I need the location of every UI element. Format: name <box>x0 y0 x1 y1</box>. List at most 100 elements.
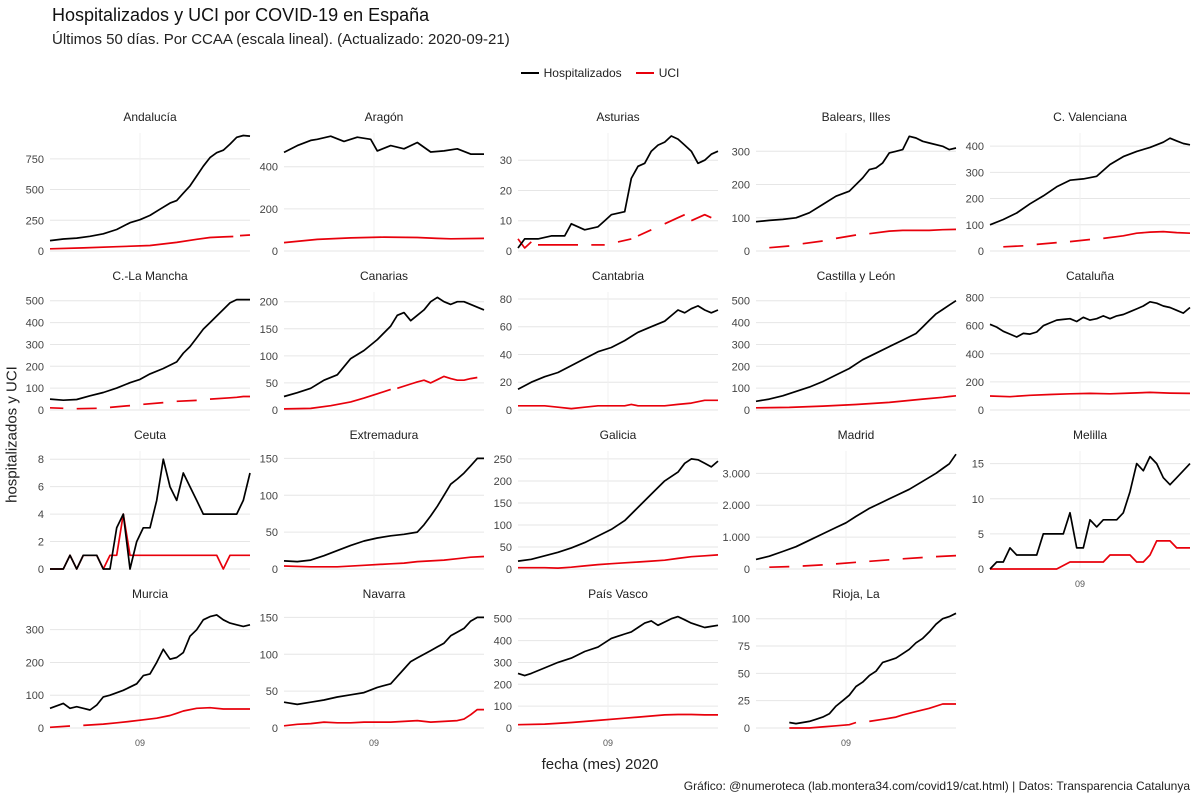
legend-swatch-uci <box>635 72 654 74</box>
y-tick-label: 500 <box>494 614 512 626</box>
y-tick-label: 2 <box>38 537 44 549</box>
panel-title: Asturias <box>596 110 639 124</box>
y-tick-label: 200 <box>966 194 984 206</box>
series-line-hospitalizados <box>283 616 484 706</box>
panel-catalu-a: Cataluña 0 200 400 600 800 <box>966 269 1191 417</box>
y-tick-label: 0 <box>506 723 512 735</box>
panel-melilla: Melilla 0 5 10 15 09 <box>972 428 1191 589</box>
y-tick-label: 400 <box>26 318 44 330</box>
panel-arag-n: Aragón 0 200 400 <box>260 110 485 258</box>
y-axis-label: hospitalizados y UCI <box>3 366 21 503</box>
legend-label-hospitalizados: Hospitalizados <box>543 66 622 80</box>
series-line-uci <box>769 245 790 249</box>
panel-title: Extremadura <box>350 428 419 442</box>
series-line-hospitalizados <box>517 305 719 390</box>
series-line-uci <box>518 554 719 569</box>
panel-andaluc-a: Andalucía 0 250 500 750 <box>26 110 251 258</box>
panel-murcia: Murcia 0 100 200 300 09 <box>26 587 251 748</box>
y-tick-label: 100 <box>260 490 278 502</box>
panel-title: Canarias <box>360 269 408 283</box>
y-tick-label: 750 <box>26 154 44 166</box>
y-tick-label: 300 <box>732 339 750 351</box>
series-line-hospitalizados <box>49 298 250 402</box>
y-tick-label: 10 <box>972 494 984 506</box>
y-tick-label: 0 <box>272 723 278 735</box>
y-tick-label: 400 <box>494 636 512 648</box>
panel-c-valenciana: C. Valenciana 0 100 200 300 400 <box>966 110 1191 258</box>
y-tick-label: 0 <box>272 564 278 576</box>
y-tick-label: 0 <box>506 564 512 576</box>
series-line-uci <box>283 555 485 568</box>
y-tick-label: 100 <box>732 383 750 395</box>
y-tick-label: 20 <box>500 377 512 389</box>
y-tick-label: 100 <box>494 701 512 713</box>
y-tick-label: 2.000 <box>722 500 750 512</box>
y-tick-label: 0 <box>744 405 750 417</box>
panel-title: País Vasco <box>588 587 648 601</box>
series-line-uci <box>802 564 823 567</box>
series-line-hospitalizados <box>989 455 1191 570</box>
y-tick-label: 0 <box>38 246 44 258</box>
series-line-uci <box>637 229 652 237</box>
chart-caption: Gráfico: @numeroteca (lab.montera34.com/… <box>683 779 1190 793</box>
y-tick-label: 100 <box>966 220 984 232</box>
series-line-uci <box>83 706 250 727</box>
series-line-uci <box>518 399 718 410</box>
legend-item-uci: UCI <box>635 66 680 80</box>
panel-title: Andalucía <box>123 110 177 124</box>
y-tick-label: 400 <box>966 141 984 153</box>
legend-label-uci: UCI <box>658 66 680 80</box>
y-tick-label: 4 <box>38 509 44 521</box>
y-tick-label: 200 <box>260 297 278 309</box>
x-tick-label: 09 <box>369 738 379 748</box>
panel-navarra: Navarra 0 50 100 150 09 <box>260 587 484 748</box>
y-tick-label: 0 <box>38 723 44 735</box>
series-line-uci <box>1069 238 1091 243</box>
panel-title: Balears, Illes <box>822 110 891 124</box>
panel-title: Murcia <box>132 587 168 601</box>
series-line-uci <box>989 391 1191 398</box>
series-line-uci <box>109 404 131 409</box>
y-tick-label: 40 <box>500 349 512 361</box>
y-tick-label: 500 <box>26 296 44 308</box>
y-tick-label: 0 <box>506 246 512 258</box>
chart-subtitle: Últimos 50 días. Por CCAA (escala lineal… <box>52 31 510 48</box>
series-line-hospitalizados <box>989 300 1191 338</box>
series-line-hospitalizados <box>49 614 251 711</box>
series-line-hospitalizados <box>517 135 719 249</box>
y-tick-label: 800 <box>966 293 984 305</box>
y-tick-label: 300 <box>26 339 44 351</box>
y-tick-label: 0 <box>744 723 750 735</box>
y-tick-label: 200 <box>732 180 750 192</box>
y-tick-label: 75 <box>738 641 750 653</box>
series-line-uci <box>755 394 957 409</box>
x-tick-label: 09 <box>1075 579 1085 589</box>
y-tick-label: 1.000 <box>722 532 750 544</box>
series-line-uci <box>397 375 478 390</box>
y-tick-label: 400 <box>966 349 984 361</box>
y-tick-label: 0 <box>978 564 984 576</box>
y-tick-label: 300 <box>494 657 512 669</box>
series-line-uci <box>802 240 823 245</box>
series-line-uci <box>283 708 484 727</box>
series-line-uci <box>239 234 251 237</box>
y-tick-label: 25 <box>738 696 750 708</box>
panel-asturias: Asturias 0 10 20 30 <box>500 110 719 258</box>
y-tick-label: 600 <box>966 321 984 333</box>
series-line-uci <box>49 235 234 250</box>
y-tick-label: 100 <box>26 383 44 395</box>
series-line-hospitalizados <box>50 458 251 570</box>
series-line-uci <box>902 556 923 560</box>
series-line-uci <box>664 213 686 225</box>
panel-title: C. Valenciana <box>1053 110 1127 124</box>
y-tick-label: 300 <box>26 625 44 637</box>
y-tick-label: 0 <box>506 405 512 417</box>
series-line-hospitalizados <box>789 612 957 725</box>
y-tick-label: 80 <box>500 294 512 306</box>
legend-item-hospitalizados: Hospitalizados <box>520 66 622 80</box>
y-tick-label: 100 <box>732 614 750 626</box>
x-tick-label: 09 <box>603 738 613 748</box>
y-tick-label: 250 <box>26 215 44 227</box>
y-tick-label: 100 <box>494 520 512 532</box>
